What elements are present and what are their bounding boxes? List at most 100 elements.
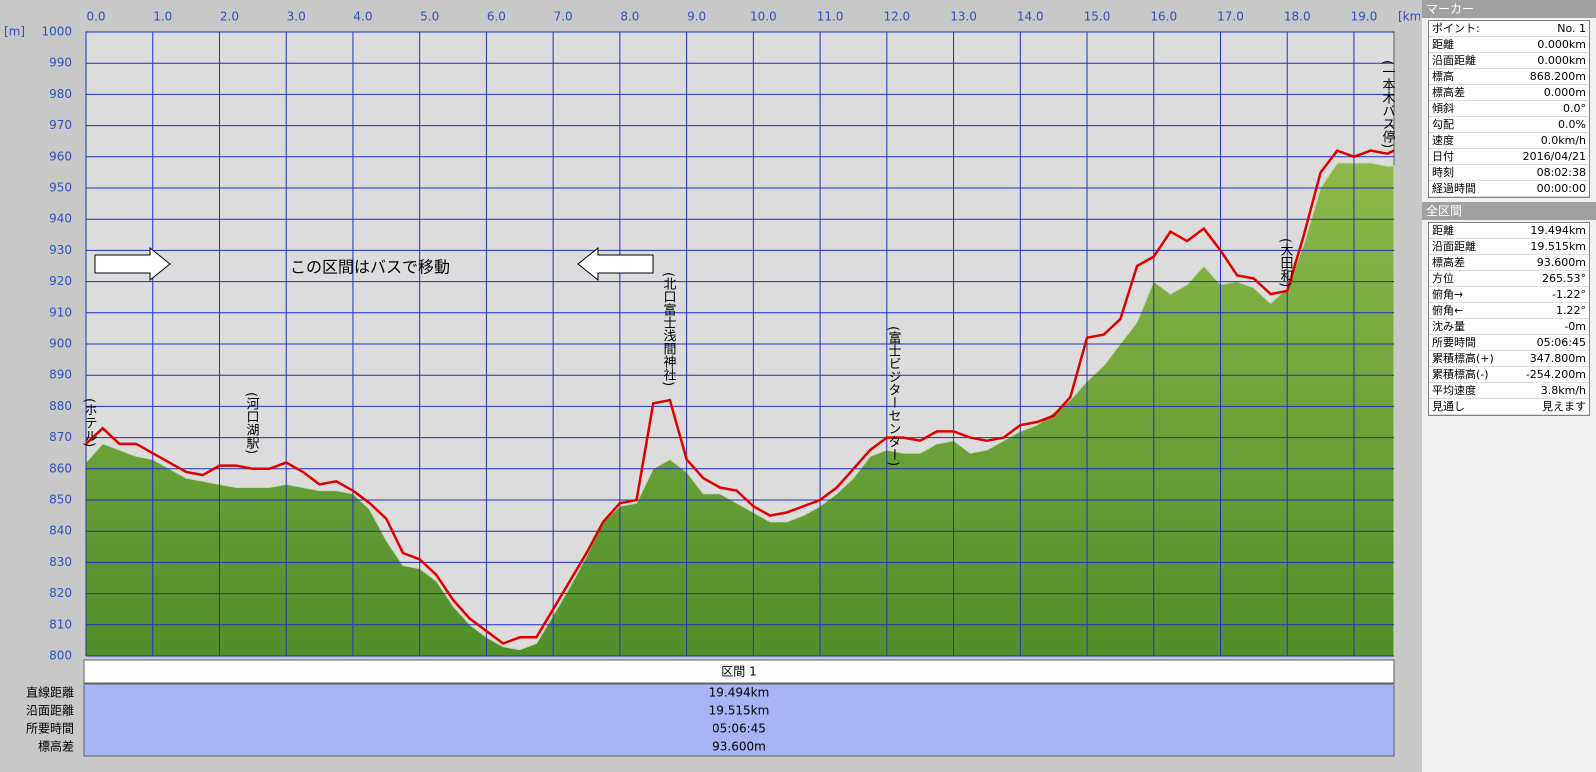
info-key: ポイント: <box>1432 22 1480 35</box>
section-key: 沿面距離 <box>26 704 74 718</box>
x-tick-label: 16.0 <box>1150 10 1177 24</box>
waypoint-label: (大田和) <box>1278 238 1294 287</box>
info-row: 方位 265.53° <box>1429 271 1589 287</box>
x-tick-label: 1.0 <box>153 10 172 24</box>
info-row: 標高差 93.600m <box>1429 255 1589 271</box>
waypoint-label: (河口湖駅) <box>244 392 260 454</box>
info-key: 沿面距離 <box>1432 54 1476 67</box>
info-key: 累積標高(-) <box>1432 368 1489 381</box>
info-key: 俯角→ <box>1432 288 1464 301</box>
info-row: 俯角→ -1.22° <box>1429 287 1589 303</box>
arrow-left <box>577 246 654 282</box>
info-row: 沿面距離 0.000km <box>1429 53 1589 69</box>
x-tick-label: 17.0 <box>1217 10 1244 24</box>
y-tick-label: 890 <box>49 368 72 382</box>
info-key: 標高差 <box>1432 256 1465 269</box>
info-row: 標高 868.200m <box>1429 69 1589 85</box>
track-line <box>85 149 1395 645</box>
x-tick-label: 15.0 <box>1084 10 1111 24</box>
info-value: 0.000m <box>1543 86 1586 99</box>
x-tick-label: 19.0 <box>1351 10 1378 24</box>
waypoint-label: (ホテル) <box>82 398 97 447</box>
info-row: 経過時間 00:00:00 <box>1429 181 1589 197</box>
info-value: 3.8km/h <box>1540 384 1586 397</box>
x-tick-label: 18.0 <box>1284 10 1311 24</box>
arrow-right <box>94 246 171 282</box>
info-key: 距離 <box>1432 224 1454 237</box>
info-value: 19.494km <box>1530 224 1586 237</box>
info-value: 0.000km <box>1537 38 1586 51</box>
y-unit: [m] <box>4 25 25 39</box>
waypoint-label: (北口富士浅間神社) <box>661 272 677 386</box>
y-tick-label: 870 <box>49 430 72 444</box>
info-value: -254.200m <box>1525 368 1586 381</box>
section-title: 区間 1 <box>721 665 756 679</box>
x-tick-label: 3.0 <box>287 10 306 24</box>
info-row: ポイント: No. 1 <box>1429 21 1589 37</box>
y-tick-label: 1000 <box>41 25 72 39</box>
info-value: 265.53° <box>1542 272 1586 285</box>
x-tick-label: 14.0 <box>1017 10 1044 24</box>
waypoint-label: (一本木バス停) <box>1380 60 1396 148</box>
section-body <box>83 683 1395 757</box>
info-value: 見えます <box>1542 400 1586 413</box>
y-tick-label: 860 <box>49 461 72 475</box>
info-row: 平均速度 3.8km/h <box>1429 383 1589 399</box>
section-value: 19.515km <box>709 704 770 718</box>
marker-header: マーカー <box>1422 0 1596 18</box>
info-value: 0.0km/h <box>1540 134 1586 147</box>
section-key: 標高差 <box>38 739 74 754</box>
marker-table: ポイント: No. 1 距離 0.000km 沿面距離 0.000km 標高 868.200m… <box>1428 20 1590 198</box>
x-unit: [km] <box>1398 10 1420 24</box>
info-value: 08:02:38 <box>1536 166 1586 179</box>
y-tick-label: 800 <box>49 649 72 663</box>
side-panel: マーカー ポイント: No. 1 距離 0.000km 沿面距離 0.000km 標高 868… <box>1422 0 1596 772</box>
info-key: 沿面距離 <box>1432 240 1476 253</box>
info-key: 俯角← <box>1432 304 1464 317</box>
info-value: 0.000km <box>1537 54 1586 67</box>
info-key: 経過時間 <box>1432 182 1476 195</box>
info-key: 日付 <box>1432 150 1454 163</box>
info-value: 347.800m <box>1529 352 1586 365</box>
x-tick-label: 13.0 <box>950 10 977 24</box>
info-key: 見通し <box>1432 400 1465 413</box>
info-row: 標高差 0.000m <box>1429 85 1589 101</box>
y-tick-label: 840 <box>49 524 72 538</box>
total-header: 全区間 <box>1422 202 1596 220</box>
y-tick-label: 950 <box>49 181 72 195</box>
section-header <box>83 659 1395 684</box>
info-row: 距離 0.000km <box>1429 37 1589 53</box>
info-key: 標高差 <box>1432 86 1465 99</box>
info-value: -1.22° <box>1552 288 1586 301</box>
info-row: 所要時間 05:06:45 <box>1429 335 1589 351</box>
y-tick-label: 820 <box>49 586 72 600</box>
info-key: 累積標高(+) <box>1432 352 1494 365</box>
y-tick-label: 930 <box>49 243 72 257</box>
waypoint-label: (富士ビジターセンター) <box>886 326 902 466</box>
chart: [m] [km] この区間はバスで移動 区間 1 800 810 820 830 840… <box>4 10 1420 757</box>
info-value: -0m <box>1564 320 1586 333</box>
y-tick-label: 960 <box>49 149 72 163</box>
info-value: 93.600m <box>1536 256 1586 269</box>
info-value: No. 1 <box>1557 22 1586 35</box>
info-key: 勾配 <box>1432 118 1454 131</box>
info-row: 累積標高(+) 347.800m <box>1429 351 1589 367</box>
y-tick-label: 810 <box>49 617 72 631</box>
info-key: 傾斜 <box>1432 102 1454 115</box>
info-row: 速度 0.0km/h <box>1429 133 1589 149</box>
x-tick-label: 4.0 <box>353 10 372 24</box>
y-tick-label: 900 <box>49 337 72 351</box>
y-tick-label: 920 <box>49 274 72 288</box>
x-tick-label: 0.0 <box>86 10 105 24</box>
x-tick-label: 12.0 <box>883 10 910 24</box>
y-tick-label: 910 <box>49 305 72 319</box>
section-value: 93.600m <box>712 740 766 754</box>
info-value: 868.200m <box>1529 70 1586 83</box>
info-key: 距離 <box>1432 38 1454 51</box>
y-tick-label: 880 <box>49 399 72 413</box>
info-key: 時刻 <box>1432 166 1454 179</box>
info-row: 見通し 見えます <box>1429 399 1589 415</box>
y-tick-label: 990 <box>49 56 72 70</box>
info-key: 標高 <box>1432 70 1454 83</box>
